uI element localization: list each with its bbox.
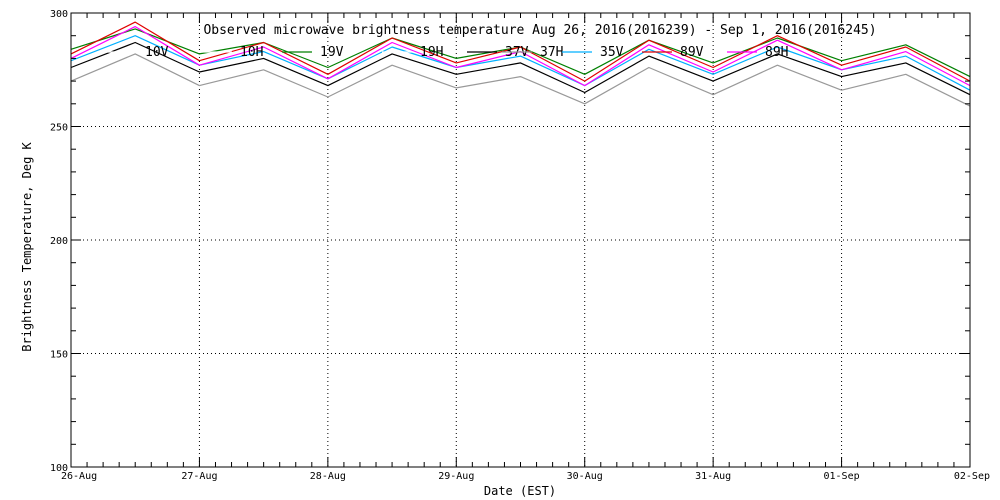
x-tick-label: 31-Aug [695,471,731,482]
series-line-35v [70,35,971,91]
legend: 10V 10H 19V 19H 37V 37H 35V 89V 89H [107,45,788,60]
legend-label-37h: 37H [540,45,563,60]
y-tick-label: 300 [50,9,68,20]
legend-label-19v: 19V [320,45,344,60]
x-tick-label: 01-Sep [824,471,860,482]
y-tick-label: 100 [50,463,68,474]
y-tick-label: 200 [50,236,68,247]
series-line-89v [70,21,971,82]
x-tick-label: 26-Aug [61,471,97,482]
y-axis-title: Brightness Temperature, Deg K [20,141,34,351]
x-tick-label: 29-Aug [438,471,474,482]
chart-title: Observed microwave brightness temperatur… [203,23,876,38]
legend-label-89h: 89H [765,45,788,60]
x-axis-title: Date (EST) [484,484,556,498]
legend-label-10v: 10V [145,45,169,60]
x-tick-label: 28-Aug [310,471,346,482]
series-line-37v [70,41,971,96]
y-tick-label: 150 [50,350,68,361]
tick-labels: 100 150 200 250 300 26-Aug 27-Aug 28-Aug 29-Aug 3… [50,9,990,482]
y-tick-label: 250 [50,123,68,134]
legend-label-19h: 19H [420,45,443,60]
x-tick-label: 02-Sep [954,471,990,482]
series-line-37h [70,53,971,107]
legend-label-89v: 89V [680,45,704,60]
x-tick-label: 30-Aug [567,471,603,482]
x-tick-label: 27-Aug [181,471,217,482]
legend-label-35v: 35V [600,45,624,60]
plot-background [71,13,970,467]
legend-label-10h: 10H [240,45,263,60]
axis-ticks [70,12,971,468]
series-lines [70,21,971,107]
